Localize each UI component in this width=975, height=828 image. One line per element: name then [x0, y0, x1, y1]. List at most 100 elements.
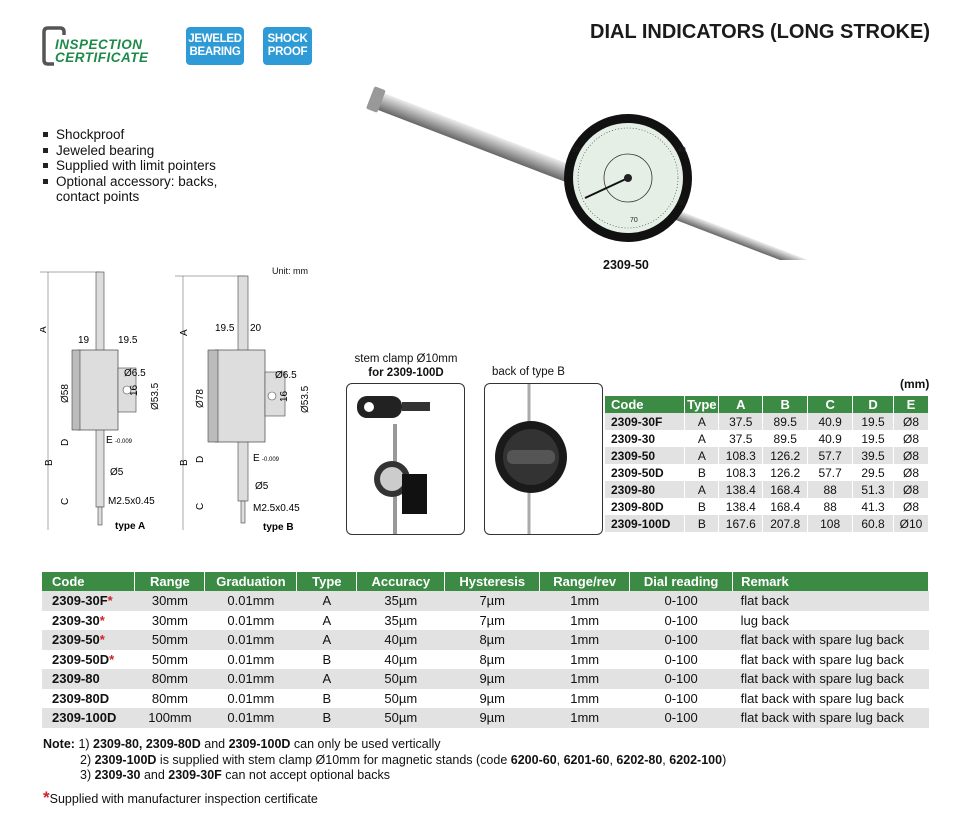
- spec-table-row: 2309-30* 30mm 0.01mm A 35µm 7µm 1mm 0-100 lug ba…: [42, 611, 929, 631]
- code-text: 2309-30: [52, 612, 100, 628]
- feature-list: Shockproof Jeweled bearing Supplied with…: [42, 127, 217, 205]
- footnote-star: *: [43, 788, 50, 807]
- spec-cell: 40µm: [356, 630, 445, 650]
- dim-table-row: 2309-30 A 37.5 89.5 40.9 19.5 Ø8: [605, 430, 929, 447]
- spec-cell: 50µm: [356, 708, 445, 728]
- badge-text: JEWELED: [188, 33, 242, 45]
- note-text: and: [140, 768, 169, 782]
- dim-19-5: 19.5: [118, 335, 138, 346]
- dim-cell: 51.3: [852, 481, 895, 498]
- code-cell: 2309-30*: [42, 611, 135, 631]
- dim-cell: 57.7: [807, 464, 854, 481]
- spec-cell: 80mm: [151, 690, 188, 706]
- spec-cell: A: [296, 669, 357, 689]
- notes: Note: 1) 2309-80, 2309-80D and 2309-100D…: [43, 737, 726, 784]
- dim-a: A: [40, 326, 49, 333]
- dim-thread: M2.5x0.45: [253, 503, 300, 514]
- dim-cell: 19.5: [852, 413, 895, 430]
- note-3: 3) 2309-30 and 2309-30F can not accept o…: [43, 768, 726, 784]
- dim-cell: 29.5: [852, 464, 895, 481]
- svg-text:40: 40: [678, 147, 686, 154]
- note-text: 6202-100: [669, 752, 723, 767]
- spec-cell: 30mm: [134, 591, 205, 611]
- stem-clamp-image: [346, 383, 465, 535]
- back-type-b-image: [484, 383, 603, 535]
- dim-cell: 89.5: [762, 413, 809, 430]
- spec-header-cell: Range: [134, 572, 206, 591]
- code-text: 2309-50D: [52, 651, 110, 667]
- dim-cell: 2309-80D: [605, 498, 686, 515]
- dim-back-dia: Ø53.5: [300, 385, 311, 413]
- certificate-star: *: [107, 593, 113, 609]
- spec-cell: 9µm: [444, 669, 540, 689]
- spec-cell: 0-100: [629, 669, 733, 689]
- dim-cell: 207.8: [762, 515, 809, 532]
- note-text: is supplied with stem clamp Ø10mm for ma…: [156, 752, 511, 767]
- spec-cell: 0-100: [629, 591, 733, 611]
- dim-cell: 37.5: [718, 430, 764, 447]
- note-text: 1): [78, 737, 94, 751]
- dim-cell: 2309-100D: [605, 515, 686, 532]
- spec-table-row: 2309-100D 100mm 0.01mm B 50µm 9µm 1mm 0-100 flat…: [42, 708, 929, 728]
- dim-stem: Ø5: [110, 467, 124, 478]
- dim-16: 16: [129, 384, 140, 396]
- dim-cell: Ø8: [893, 498, 929, 515]
- spec-header-cell: Code: [42, 572, 136, 591]
- spec-cell: 0.01mm: [227, 612, 275, 628]
- dim-tolerance: -0.009: [262, 457, 280, 463]
- dim-cell: Ø8: [893, 430, 929, 447]
- badge-text: PROOF: [267, 46, 308, 58]
- note-text: can not accept optional backs: [221, 768, 390, 782]
- spec-cell: 100mm: [134, 708, 205, 728]
- note-2: 2) 2309-100D is supplied with stem clamp…: [43, 753, 726, 769]
- feature-item: Jeweled bearing: [42, 143, 217, 159]
- code-cell: 2309-100D: [42, 708, 135, 728]
- spec-cell: 7µm: [479, 612, 506, 628]
- spec-cell: B: [322, 690, 332, 706]
- spec-cell: flat back with spare lug back: [732, 630, 929, 650]
- dim-cell: 108.3: [718, 447, 764, 464]
- type-a-diagram: A B C D 19 19.5 Ø58 Ø6.5 16 Ø53.5 E -0.0…: [40, 271, 161, 532]
- note-1: Note: 1) 2309-80, 2309-80D and 2309-100D…: [43, 737, 726, 753]
- spec-cell: 0.01mm: [227, 690, 275, 706]
- code-cell: 2309-80: [42, 669, 135, 689]
- dim-cell: 57.7: [807, 447, 854, 464]
- spec-cell: 0-100: [664, 612, 698, 628]
- spec-cell: 1mm: [539, 630, 630, 650]
- type-b-diagram: A B C D 19.5 20 Ø78 Ø6.5 16 Ø53.5 E -0.0…: [175, 275, 311, 533]
- type-a-label: type A: [115, 521, 145, 532]
- dim-cell: 168.4: [762, 498, 809, 515]
- dim-cell: B: [684, 464, 720, 481]
- dim-table-row: 2309-50 A 108.3 126.2 57.7 39.5 Ø8: [605, 447, 929, 464]
- dim-cell: A: [684, 413, 720, 430]
- dim-thread: M2.5x0.45: [108, 496, 155, 507]
- dim-cell: Ø8: [893, 464, 929, 481]
- logo-line-1: INSPECTION: [55, 37, 143, 52]
- spec-cell: A: [322, 612, 332, 628]
- spec-cell: 8µm: [479, 651, 506, 667]
- dim-cell: 2309-80: [605, 481, 686, 498]
- dim-cell: 41.3: [852, 498, 895, 515]
- spec-cell: 50mm: [151, 651, 188, 667]
- svg-text:60: 60: [678, 200, 686, 207]
- spec-cell: 0-100: [629, 630, 733, 650]
- note-prefix: Note:: [43, 737, 75, 751]
- dim-table-row: 2309-80D B 138.4 168.4 88 41.3 Ø8: [605, 498, 929, 515]
- certificate-star: *: [109, 651, 115, 667]
- dim-e: E: [253, 453, 260, 464]
- unit-label: Unit: mm: [272, 266, 308, 276]
- badge-text: BEARING: [189, 46, 241, 58]
- code-cell: 2309-50*: [42, 630, 135, 650]
- spec-cell: 0-100: [664, 690, 698, 706]
- certificate-star: *: [99, 632, 105, 648]
- spec-table-row: 2309-80D 80mm 0.01mm B 50µm 9µm 1mm 0-100 flat b…: [42, 689, 929, 709]
- dim-19: 19: [78, 335, 90, 346]
- dimension-table: Code Type A B C D E 2309-30F A 37.5 89.5 40.9 19.5 Ø…: [605, 396, 929, 532]
- note-text: 2309-80, 2309-80D: [93, 737, 201, 751]
- spec-cell: A: [296, 591, 357, 611]
- dim-cell: 40.9: [807, 413, 854, 430]
- dim-a: A: [179, 329, 190, 336]
- dim-tolerance: -0.009: [115, 439, 133, 445]
- dim-b: B: [44, 459, 55, 466]
- dim-hole-dia: Ø6.5: [275, 370, 297, 381]
